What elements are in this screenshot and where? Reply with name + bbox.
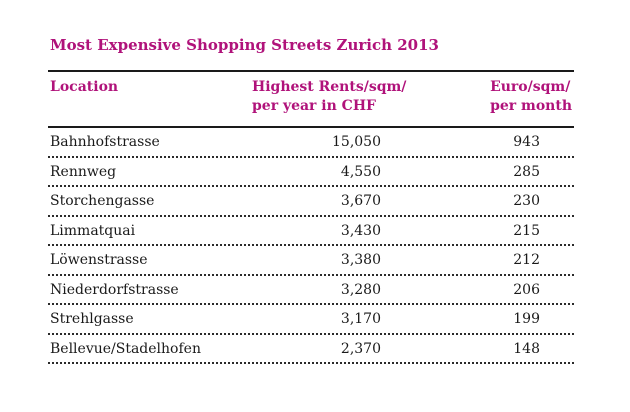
cell-location: Bahnhofstrasse [50, 134, 160, 150]
cell-location: Rennweg [50, 163, 117, 180]
cell-location: Storchengasse [50, 193, 155, 209]
cell-chf: 3,280 [340, 281, 381, 298]
header-rule [48, 126, 574, 128]
table-row: Bahnhofstrasse 15,050 943 [48, 128, 574, 158]
table-row: Storchengasse 3,670 230 [48, 187, 574, 217]
table-title: Most Expensive Shopping Streets Zurich 2… [50, 36, 439, 54]
cell-eur: 215 [513, 222, 540, 239]
table-row: Löwenstrasse 3,380 212 [48, 246, 574, 276]
cell-chf: 15,050 [332, 134, 381, 150]
cell-eur: 943 [513, 134, 540, 150]
cell-chf: 3,670 [340, 193, 381, 209]
table-row: Rennweg 4,550 285 [48, 158, 574, 187]
cell-eur: 212 [513, 252, 540, 268]
top-rule [48, 70, 574, 72]
header-chf: Highest Rents/sqm/ per year in CHF [252, 79, 407, 114]
cell-eur: 199 [513, 311, 540, 327]
rent-table: Location Highest Rents/sqm/ per year in … [48, 70, 574, 364]
table-row: Limmatquai 3,430 215 [48, 217, 574, 246]
cell-location: Limmatquai [50, 222, 136, 239]
table-row: Strehlgasse 3,170 199 [48, 305, 574, 335]
cell-chf: 3,430 [340, 222, 381, 239]
table-row: Niederdorfstrasse 3,280 206 [48, 276, 574, 305]
cell-chf: 4,550 [340, 163, 381, 180]
cell-eur: 285 [513, 163, 540, 180]
cell-location: Strehlgasse [50, 311, 134, 327]
cell-location: Löwenstrasse [50, 252, 148, 268]
header-location: Location [50, 79, 119, 95]
table-header: Location Highest Rents/sqm/ per year in … [48, 72, 574, 126]
cell-chf: 3,170 [340, 311, 381, 327]
table-body: Bahnhofstrasse 15,050 943 Rennweg 4,550 … [48, 128, 574, 364]
cell-location: Niederdorfstrasse [50, 281, 179, 298]
cell-eur: 206 [513, 281, 540, 298]
cell-eur: 148 [513, 340, 540, 357]
cell-chf: 2,370 [340, 340, 381, 357]
table-row: Bellevue/Stadelhofen 2,370 148 [48, 335, 574, 364]
cell-location: Bellevue/Stadelhofen [50, 340, 201, 357]
header-eur: Euro/sqm/ per month [490, 79, 572, 114]
cell-chf: 3,380 [340, 252, 381, 268]
cell-eur: 230 [513, 193, 540, 209]
